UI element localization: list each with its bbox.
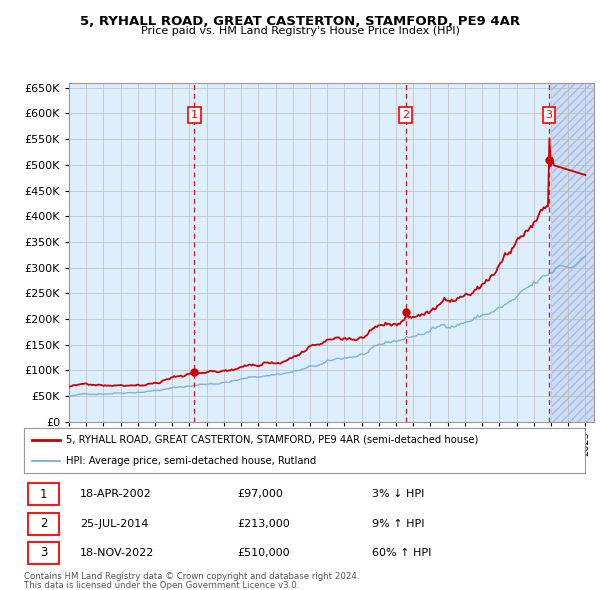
Text: 18-APR-2002: 18-APR-2002: [80, 489, 152, 499]
Text: 9% ↑ HPI: 9% ↑ HPI: [372, 519, 424, 529]
Text: Price paid vs. HM Land Registry's House Price Index (HPI): Price paid vs. HM Land Registry's House …: [140, 26, 460, 36]
Text: 5, RYHALL ROAD, GREAT CASTERTON, STAMFORD, PE9 4AR (semi-detached house): 5, RYHALL ROAD, GREAT CASTERTON, STAMFOR…: [66, 435, 478, 444]
Text: 3% ↓ HPI: 3% ↓ HPI: [372, 489, 424, 499]
Text: 25-JUL-2014: 25-JUL-2014: [80, 519, 148, 529]
Text: 1: 1: [40, 488, 47, 501]
Text: 1: 1: [191, 110, 198, 120]
Text: 2: 2: [40, 517, 47, 530]
Text: £510,000: £510,000: [237, 548, 290, 558]
Text: 3: 3: [40, 546, 47, 559]
Text: Contains HM Land Registry data © Crown copyright and database right 2024.: Contains HM Land Registry data © Crown c…: [24, 572, 359, 581]
Text: This data is licensed under the Open Government Licence v3.0.: This data is licensed under the Open Gov…: [24, 581, 299, 590]
Bar: [28, 542, 59, 564]
Bar: [553, 83, 594, 422]
Bar: [28, 513, 59, 535]
Text: £97,000: £97,000: [237, 489, 283, 499]
Text: 60% ↑ HPI: 60% ↑ HPI: [372, 548, 431, 558]
Bar: [28, 483, 59, 505]
Text: 2: 2: [402, 110, 409, 120]
Text: 3: 3: [545, 110, 553, 120]
Text: 5, RYHALL ROAD, GREAT CASTERTON, STAMFORD, PE9 4AR: 5, RYHALL ROAD, GREAT CASTERTON, STAMFOR…: [80, 15, 520, 28]
Text: 18-NOV-2022: 18-NOV-2022: [80, 548, 154, 558]
Text: £213,000: £213,000: [237, 519, 290, 529]
Text: HPI: Average price, semi-detached house, Rutland: HPI: Average price, semi-detached house,…: [66, 455, 316, 466]
Bar: [553, 83, 594, 422]
